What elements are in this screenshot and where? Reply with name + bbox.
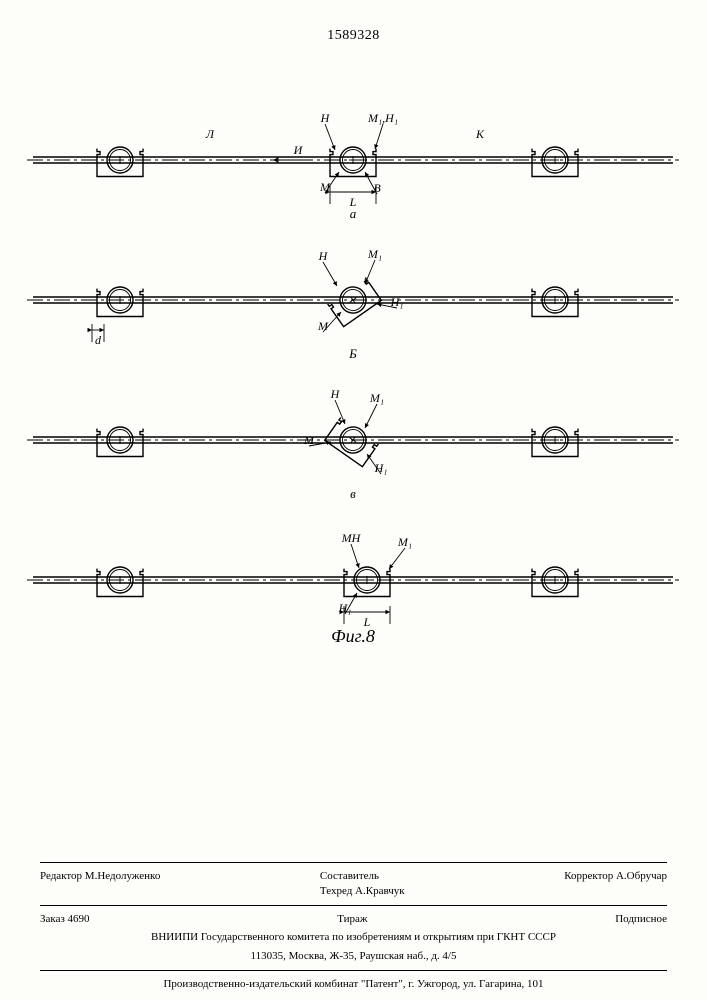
figure-8: ЛКНМ₁,Н₁ВМИLаНМ₁Н₁МdБНМ₁МН₁вМНМ₁Н₁LФиг.8 [0,20,707,780]
svg-text:М₁: М₁ [397,535,412,549]
svg-text:И: И [293,143,304,157]
page: 1589328 ЛКНМ₁,Н₁ВМИLаНМ₁Н₁МdБНМ₁МН₁вМНМ₁… [0,0,707,1000]
svg-text:Н₁: Н₁ [374,461,388,475]
svg-text:М₁: М₁ [369,391,384,405]
svg-text:К: К [475,127,485,141]
org-line-2: 113035, Москва, Ж-35, Раушская наб., д. … [0,947,707,966]
svg-text:М: М [303,433,315,447]
tirazh-label: Тираж [337,912,367,927]
footer-block: Редактор М.Недолуженко Составитель Техре… [0,858,707,1000]
editor-credit: Редактор М.Недолуженко [40,869,160,899]
svg-text:Н: Н [318,249,329,263]
svg-text:а: а [350,206,357,221]
svg-text:в: в [350,486,356,501]
press-line: Производственно-издательский комбинат "П… [0,975,707,994]
svg-text:МН: МН [341,531,362,545]
svg-text:d: d [95,333,102,347]
svg-text:М₁,Н₁: М₁,Н₁ [367,111,398,125]
svg-text:М₁: М₁ [367,247,382,261]
svg-text:Н: Н [320,111,331,125]
svg-text:Фиг.8: Фиг.8 [331,626,375,646]
compiler-label: Составитель [320,870,379,882]
order-number: Заказ 4690 [40,912,90,927]
svg-text:Н₁: Н₁ [338,601,352,615]
corrector-credit: Корректор А.Обручар [564,869,667,899]
svg-text:М: М [317,319,329,333]
svg-text:Б: Б [348,346,357,361]
podpisnoe-label: Подписное [615,912,667,927]
techred-credit: Техред А.Кравчук [320,885,405,897]
svg-text:Н₁: Н₁ [390,295,404,309]
org-line-1: ВНИИПИ Государственного комитета по изоб… [0,928,707,947]
svg-text:Н: Н [330,387,341,401]
svg-text:М: М [319,180,331,194]
svg-text:В: В [373,181,381,195]
svg-text:Л: Л [205,127,215,141]
